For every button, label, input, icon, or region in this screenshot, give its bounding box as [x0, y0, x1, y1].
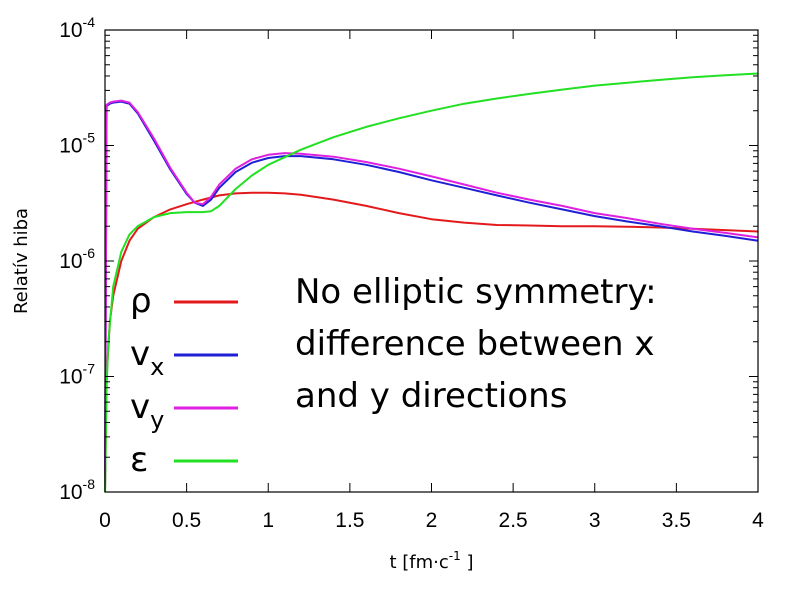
annotation-line: and y directions [295, 376, 567, 416]
legend-label-main: v [130, 334, 150, 374]
x-axis-title: t [fm·c-1 ] [389, 549, 473, 573]
legend-label-eps: ε [130, 440, 148, 480]
series-line-vy [104, 99, 759, 493]
legend-item-vy: vy [130, 387, 238, 434]
legend-label-main: ε [130, 440, 148, 480]
legend-label-vy: vy [130, 387, 164, 434]
legend-item-eps: ε [130, 440, 238, 480]
annotation-line: No elliptic symmetry: [295, 272, 657, 312]
y-tick-label: 10-7 [59, 361, 95, 389]
y-tick-exponent: -7 [83, 361, 96, 377]
annotation-line: difference between x [295, 324, 654, 364]
y-tick-exponent: -6 [83, 245, 96, 261]
x-tick-labels: 0 0.5 1 1.5 2 2.5 3 3.5 4 [99, 509, 764, 532]
legend-item-rho: ρ [130, 281, 238, 321]
series-line-eps [104, 72, 759, 493]
y-tick-base: 10 [59, 135, 82, 158]
legend-label-rho: ρ [130, 281, 152, 321]
x-tick-label: 1 [262, 509, 274, 532]
x-tick-label: 3.5 [662, 509, 691, 532]
y-tick-label: 10-5 [59, 130, 95, 158]
y-tick-label: 10-8 [59, 476, 95, 504]
series-line-rho [104, 191, 759, 493]
legend-item-vx: vx [130, 334, 238, 381]
x-tick-label: 1.5 [335, 509, 364, 532]
y-tick-label: 10-4 [59, 14, 95, 42]
plot-frame [104, 29, 759, 493]
legend-label-sub: y [150, 406, 164, 434]
x-axis-title-sup: -1 [449, 549, 461, 563]
y-tick-exponent: -8 [83, 476, 96, 492]
x-tick-label: 4 [752, 509, 764, 532]
series-layer [104, 72, 759, 493]
legend-label-main: ρ [130, 281, 152, 321]
x-axis-title-main: t [fm·c [389, 552, 448, 573]
y-tick-base: 10 [59, 19, 82, 42]
y-tick-base: 10 [59, 250, 82, 273]
ticks-layer [104, 29, 759, 493]
y-tick-labels: 10-810-710-610-510-4 [59, 14, 95, 504]
y-tick-base: 10 [59, 366, 82, 389]
legend-label-vx: vx [130, 334, 164, 381]
x-axis-title-suffix: ] [461, 552, 474, 573]
x-tick-label: 2.5 [499, 509, 528, 532]
x-tick-label: 0 [99, 509, 111, 532]
annotation: No elliptic symmetry: difference between … [295, 272, 657, 416]
y-tick-exponent: -5 [83, 130, 96, 146]
x-tick-label: 2 [426, 509, 438, 532]
y-tick-label: 10-6 [59, 245, 95, 273]
y-axis-title: Relatív hiba [11, 208, 32, 314]
y-tick-exponent: -4 [83, 14, 96, 30]
legend-label-main: v [130, 387, 150, 427]
x-tick-label: 0.5 [172, 509, 201, 532]
legend-label-sub: x [150, 353, 164, 381]
x-tick-label: 3 [589, 509, 601, 532]
y-tick-base: 10 [59, 481, 82, 504]
